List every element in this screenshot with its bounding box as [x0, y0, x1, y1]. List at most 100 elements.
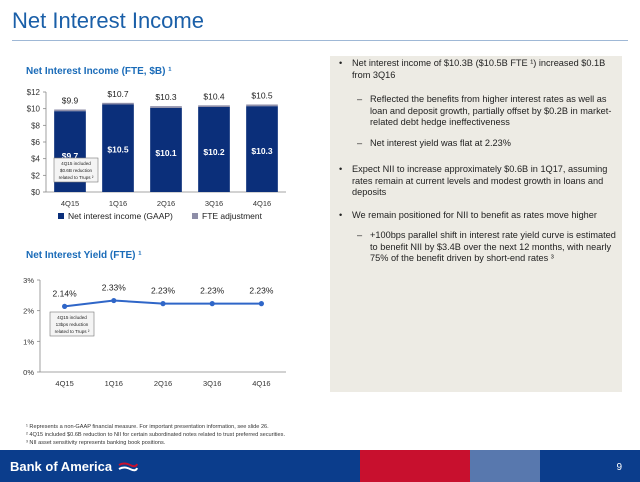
bullet-line: Net interest income of $10.3B ($10.5B FT…	[352, 58, 606, 68]
bar-gaap	[198, 107, 230, 192]
bar-gaap-label: $10.1	[155, 148, 177, 158]
niy-point	[258, 301, 264, 307]
bar-gaap	[246, 106, 278, 192]
bar-fte	[54, 109, 86, 112]
bar-fte	[198, 105, 230, 107]
legend-label-gaap: Net interest income (GAAP)	[68, 211, 173, 221]
bullet-dot-icon: •	[339, 58, 343, 68]
y-tick-label: 1%	[23, 337, 34, 346]
bullet-line: deposits	[352, 187, 387, 198]
bullet-line: related debt hedge ineffectiveness	[370, 117, 510, 128]
bar-gaap	[102, 104, 134, 192]
footnote-3: ³ NII asset sensitivity represents banki…	[26, 440, 166, 446]
bullet-line: +100bps parallel shift in interest rate …	[370, 230, 616, 240]
x-tick-label: 4Q15	[61, 199, 79, 208]
y-tick-label: $12	[27, 88, 41, 97]
footer-stripe-red	[360, 450, 470, 482]
y-tick-label: $8	[31, 121, 40, 130]
bullet-item: • Net interest income of $10.3B ($10.5B F…	[339, 58, 614, 81]
bullet-line: We remain positioned for NII to benefit …	[352, 210, 597, 220]
sub-bullet-item: – Net interest yield was flat at 2.23%	[357, 138, 616, 150]
bullet-line: loan and deposit growth, partially offse…	[370, 105, 612, 116]
sub-bullet-item: – Reflected the benefits from higher inte…	[357, 94, 616, 129]
x-tick-label: 4Q16	[253, 199, 271, 208]
bullet-dash-icon: –	[357, 138, 363, 148]
bullet-line: rates remain at current levels and modes…	[352, 175, 604, 186]
sub-bullet-item: – +100bps parallel shift in interest rate…	[357, 230, 616, 265]
legend-swatch-fte	[192, 213, 198, 219]
legend-swatch-gaap	[58, 213, 64, 219]
niy-label: 2.23%	[200, 286, 225, 296]
bullet-dash-icon: –	[357, 230, 363, 240]
bullet-line: Reflected the benefits from higher inter…	[370, 94, 607, 104]
footnote-2: ² 4Q15 included $0.6B reduction to NII f…	[26, 432, 286, 438]
bar-fte	[102, 102, 134, 105]
bullet-line: from 3Q16	[352, 69, 396, 80]
y-tick-label: 0%	[23, 368, 34, 377]
legend-label-fte: FTE adjustment	[202, 211, 263, 221]
bar-gaap	[150, 107, 182, 192]
bullet-dot-icon: •	[339, 210, 343, 220]
annotation-text: 4Q15 included	[61, 161, 91, 166]
commentary-panel	[330, 56, 622, 392]
x-tick-label: 3Q16	[203, 379, 221, 388]
bar-total-label: $9.9	[62, 96, 79, 106]
x-tick-label: 4Q15	[55, 379, 73, 388]
bar-total-label: $10.3	[155, 92, 177, 102]
x-tick-label: 2Q16	[157, 199, 175, 208]
niy-point	[209, 301, 215, 307]
y-tick-label: $6	[31, 138, 40, 147]
x-tick-label: 1Q16	[105, 379, 123, 388]
x-tick-label: 3Q16	[205, 199, 223, 208]
annotation-text: related to Trups ²	[59, 175, 94, 180]
bar-gaap-label: $10.5	[107, 145, 129, 155]
niy-label: 2.23%	[151, 286, 176, 296]
chart2-title: Net Interest Yield (FTE) ¹	[26, 250, 142, 261]
bullet-item: • We remain positioned for NII to benefit…	[339, 210, 614, 222]
bar-gaap-label: $10.2	[203, 147, 225, 157]
niy-line-chart: 0% 1% 2% 3% 2.14% 4Q15 2.33% 1Q16 2.23% 2Q16 2.23%…	[23, 276, 286, 388]
bar-total-label: $10.5	[251, 91, 273, 101]
niy-label: 2.33%	[102, 283, 127, 293]
page-number: 9	[616, 462, 622, 473]
bar-gaap-label: $9.7	[62, 151, 79, 161]
annotation-box	[53, 157, 99, 183]
annotation-text: 4Q15 included	[57, 315, 87, 320]
x-tick-label: 1Q16	[109, 199, 127, 208]
bullet-line: to benefit NII by $3.4B over the next 12…	[370, 241, 612, 252]
nii-bar-chart: $0 $2 $4 $6 $8 $10 $12 $9.7 $9.9 4Q15 $10.5 $10.7 1Q…	[27, 88, 286, 221]
footer-stripe-light	[470, 450, 540, 482]
y-tick-label: $4	[31, 155, 40, 164]
bar-gaap-label: $10.3	[251, 146, 273, 156]
footnotes: ¹ Represents a non-GAAP financial measur…	[26, 423, 285, 447]
annotation-text: related to Trups ²	[55, 329, 90, 334]
bar-fte	[150, 106, 182, 108]
bullet-line: Expect NII to increase approximately $0.…	[352, 164, 608, 174]
footer-bar	[0, 450, 640, 482]
bullet-line: 75% of the benefit driven by short-end r…	[370, 253, 554, 264]
x-tick-label: 2Q16	[154, 379, 172, 388]
title-divider	[12, 40, 628, 41]
bullet-dot-icon: •	[339, 164, 343, 174]
bank-logo: Bank of America	[10, 459, 113, 474]
y-tick-label: $2	[31, 171, 40, 180]
niy-label: 2.14%	[53, 288, 78, 298]
x-tick-label: 4Q16	[252, 379, 270, 388]
bullet-line: Net interest yield was flat at 2.23%	[370, 138, 511, 148]
bullet-item: • Expect NII to increase approximately $0…	[339, 164, 614, 199]
annotation-text: 13bps reduction	[56, 322, 89, 327]
flag-logo-icon	[118, 462, 138, 472]
niy-point	[111, 297, 117, 304]
niy-point	[160, 301, 166, 307]
bullet-dash-icon: –	[357, 94, 363, 104]
bar-total-label: $10.4	[203, 91, 225, 101]
footnote-1: ¹ Represents a non-GAAP financial measur…	[26, 424, 269, 430]
niy-label: 2.23%	[249, 286, 274, 296]
bar-total-label: $10.7	[107, 89, 129, 99]
chart1-title: Net Interest Income (FTE, $B) ¹	[26, 66, 172, 77]
y-tick-label: 2%	[23, 307, 34, 316]
niy-point	[62, 303, 68, 309]
y-tick-label: $0	[31, 188, 40, 197]
y-tick-label: 3%	[23, 276, 34, 285]
annotation-box	[49, 311, 95, 337]
